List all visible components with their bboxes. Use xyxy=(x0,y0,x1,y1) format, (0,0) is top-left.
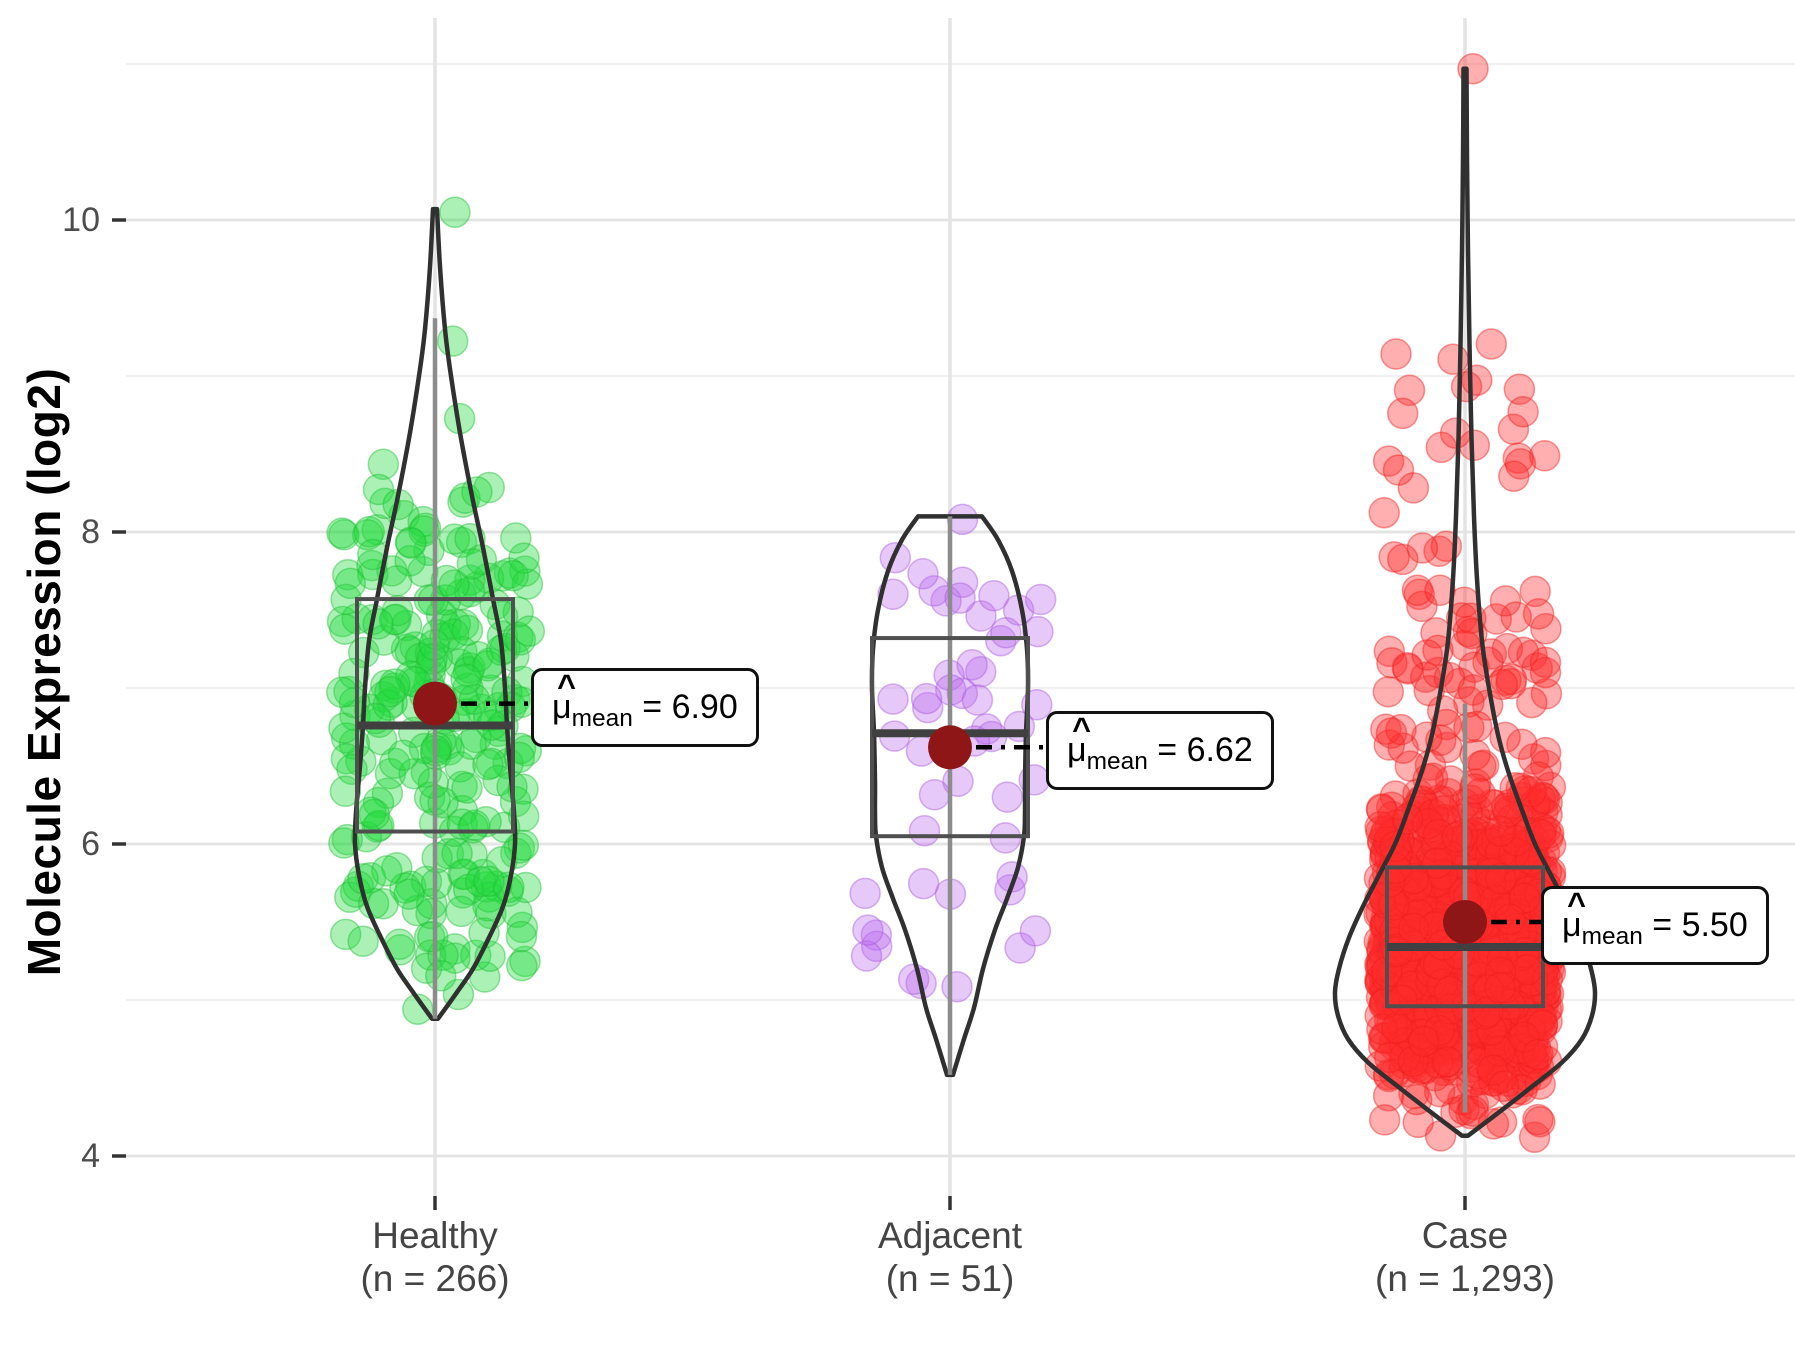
mean-value: 5.50 xyxy=(1681,906,1748,944)
category-n: (n = 1,293) xyxy=(1375,1258,1555,1299)
category-n: (n = 266) xyxy=(360,1258,510,1299)
mu-hat-symbol: ^ μ xyxy=(1562,886,1587,944)
equals-sign: = xyxy=(1642,906,1682,944)
equals-sign: = xyxy=(632,688,672,726)
y-tick-label-10: 10 xyxy=(62,201,100,239)
mean-subscript: mean xyxy=(1581,922,1643,950)
mean-point-adjacent xyxy=(928,725,972,770)
axis-tick-marks xyxy=(112,218,1467,1210)
category-name: Healthy xyxy=(372,1215,498,1256)
y-tick-label-6: 6 xyxy=(81,825,100,863)
mean-value: 6.90 xyxy=(671,688,738,726)
category-name: Adjacent xyxy=(878,1215,1022,1256)
mean-annotation-healthy: ^ μmean = 6.90 xyxy=(531,668,759,747)
violin-outline-case xyxy=(1332,66,1598,1138)
category-name: Case xyxy=(1421,1215,1509,1256)
category-label-healthy: Healthy (n = 266) xyxy=(255,1214,615,1300)
category-label-adjacent: Adjacent (n = 51) xyxy=(770,1214,1130,1300)
mean-point-case xyxy=(1443,900,1487,944)
y-axis-title: Molecule Expression (log2) xyxy=(18,367,70,977)
gridlines-minor xyxy=(126,62,1795,1002)
points-healthy xyxy=(326,196,546,1025)
violin-outline-healthy xyxy=(352,206,518,1021)
mean-subscript: mean xyxy=(571,704,633,732)
mean-value: 6.62 xyxy=(1186,731,1253,769)
mu-hat-symbol: ^ μ xyxy=(1067,711,1092,769)
mu-hat-symbol: ^ μ xyxy=(552,668,577,726)
mean-annotation-adjacent: ^ μmean = 6.62 xyxy=(1046,711,1274,790)
equals-sign: = xyxy=(1147,731,1187,769)
category-n: (n = 51) xyxy=(885,1258,1015,1299)
mean-point-healthy xyxy=(413,681,457,726)
mean-annotation-case: ^ μmean = 5.50 xyxy=(1541,886,1769,965)
y-tick-label-4: 4 xyxy=(81,1137,100,1175)
mean-subscript: mean xyxy=(1086,747,1148,775)
y-tick-label-8: 8 xyxy=(81,513,100,551)
category-label-case: Case (n = 1,293) xyxy=(1285,1214,1645,1300)
